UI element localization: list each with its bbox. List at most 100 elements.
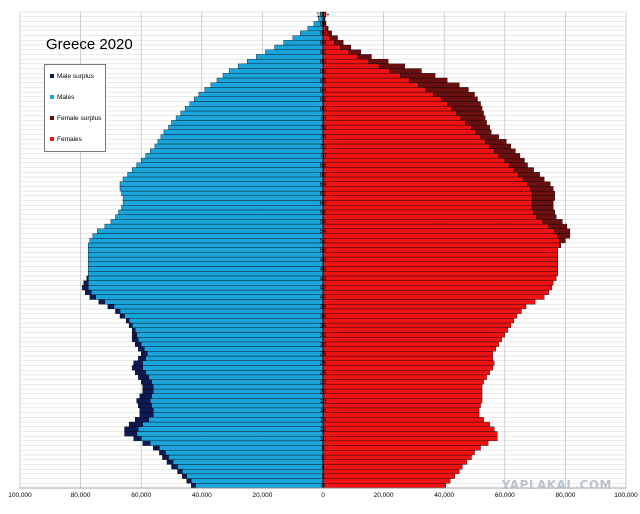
female-bar <box>322 205 533 211</box>
male-bar <box>104 223 324 229</box>
female-bar <box>322 322 512 328</box>
male-surplus-bar <box>133 360 143 366</box>
male-bar <box>283 40 324 46</box>
male-surplus-bar <box>124 426 139 432</box>
female-surplus-bar <box>531 190 555 196</box>
female-surplus-bar <box>425 87 469 93</box>
age-tick-label: 4 <box>321 465 325 471</box>
male-surplus-bar <box>171 464 178 470</box>
legend-label-male-surplus: Male surplus <box>57 72 94 80</box>
female-surplus-bar <box>489 143 512 149</box>
female-bar <box>322 195 533 201</box>
male-bar <box>175 115 324 121</box>
male-surplus-bar <box>134 417 149 423</box>
male-bar <box>150 148 324 154</box>
male-bar <box>119 186 324 192</box>
age-tick-label: 56 <box>320 220 327 226</box>
female-bar <box>322 87 427 93</box>
x-tick-label: 60,000 <box>495 492 515 499</box>
female-bar <box>322 106 452 112</box>
age-tick-label: 46 <box>320 267 327 273</box>
male-surplus-bar <box>134 370 146 376</box>
male-bar <box>88 261 324 267</box>
male-bar <box>150 440 324 446</box>
male-bar <box>128 318 324 324</box>
age-tick-label: 30 <box>320 342 327 348</box>
male-surplus-bar <box>162 454 169 460</box>
age-tick-label: 48 <box>320 257 327 263</box>
female-bar <box>322 308 522 314</box>
age-tick-label: 24 <box>320 371 327 377</box>
male-bar <box>88 280 324 286</box>
female-surplus-bar <box>357 54 372 60</box>
male-bar <box>145 370 324 376</box>
x-tick-label: 40,000 <box>434 492 454 499</box>
age-tick-label: 40 <box>320 295 327 301</box>
male-bar <box>274 44 324 50</box>
male-surplus-bar <box>166 459 174 465</box>
male-surplus-bar <box>177 468 183 475</box>
male-surplus-bar <box>139 407 154 413</box>
male-surplus-bar <box>139 412 154 418</box>
female-surplus-bar <box>498 153 521 159</box>
female-surplus-bar <box>531 195 555 201</box>
male-surplus-bar <box>125 318 130 324</box>
female-bar <box>322 285 552 291</box>
male-surplus-bar <box>83 280 89 286</box>
male-bar <box>168 454 324 460</box>
female-bar <box>322 129 477 135</box>
female-bar <box>322 374 487 380</box>
male-surplus-bar <box>131 332 137 338</box>
female-bar <box>322 360 495 366</box>
male-bar <box>186 473 324 479</box>
female-bar <box>322 261 558 267</box>
age-tick-label: 16 <box>320 408 327 414</box>
age-tick-label: 98 <box>320 22 327 28</box>
female-bar <box>322 384 483 390</box>
male-bar <box>153 407 324 413</box>
male-bar <box>131 167 324 173</box>
female-bar <box>322 214 537 220</box>
male-bar <box>121 205 324 211</box>
female-bar <box>322 73 401 79</box>
female-surplus-bar <box>368 58 389 65</box>
female-surplus-bar <box>530 186 554 192</box>
age-tick-label: 84 <box>320 88 327 94</box>
female-bar <box>322 186 531 192</box>
age-tick-label: 44 <box>320 276 327 282</box>
age-tick-label: 0 <box>321 484 325 490</box>
male-bar <box>154 143 324 149</box>
male-surplus-bar <box>133 435 142 442</box>
age-tick-label: 74 <box>320 135 327 141</box>
male-bar <box>153 384 324 390</box>
male-surplus-bar <box>139 393 152 399</box>
age-tick-label: 20 <box>320 389 327 395</box>
female-surplus-bar <box>334 40 344 46</box>
legend-label-females: Females <box>57 135 82 143</box>
male-bar <box>88 271 324 277</box>
age-tick-label: 2 <box>321 474 325 480</box>
female-surplus-bar <box>460 115 486 121</box>
male-bar <box>136 162 324 168</box>
male-bar <box>181 468 324 475</box>
female-bar <box>322 459 468 465</box>
age-tick-label: 42 <box>320 286 327 292</box>
male-bar <box>265 49 324 55</box>
female-bar <box>322 351 493 357</box>
female-bar <box>322 115 462 121</box>
female-bar <box>322 200 533 206</box>
male-surplus-bar <box>98 299 106 305</box>
male-bar <box>216 77 324 83</box>
female-surplus-bar <box>509 162 528 168</box>
female-surplus-bar <box>504 157 525 163</box>
female-bar <box>322 63 380 69</box>
legend-item-male-surplus: Male surplus <box>50 71 94 81</box>
legend-label-female-surplus: Female surplus <box>57 114 102 122</box>
female-bar <box>322 421 490 427</box>
male-bar <box>113 304 324 310</box>
age-tick-label: 32 <box>320 333 327 339</box>
male-bar <box>247 58 324 65</box>
female-surplus-bar <box>559 242 562 248</box>
female-surplus-bar <box>447 101 481 107</box>
female-surplus-bar <box>527 181 551 187</box>
